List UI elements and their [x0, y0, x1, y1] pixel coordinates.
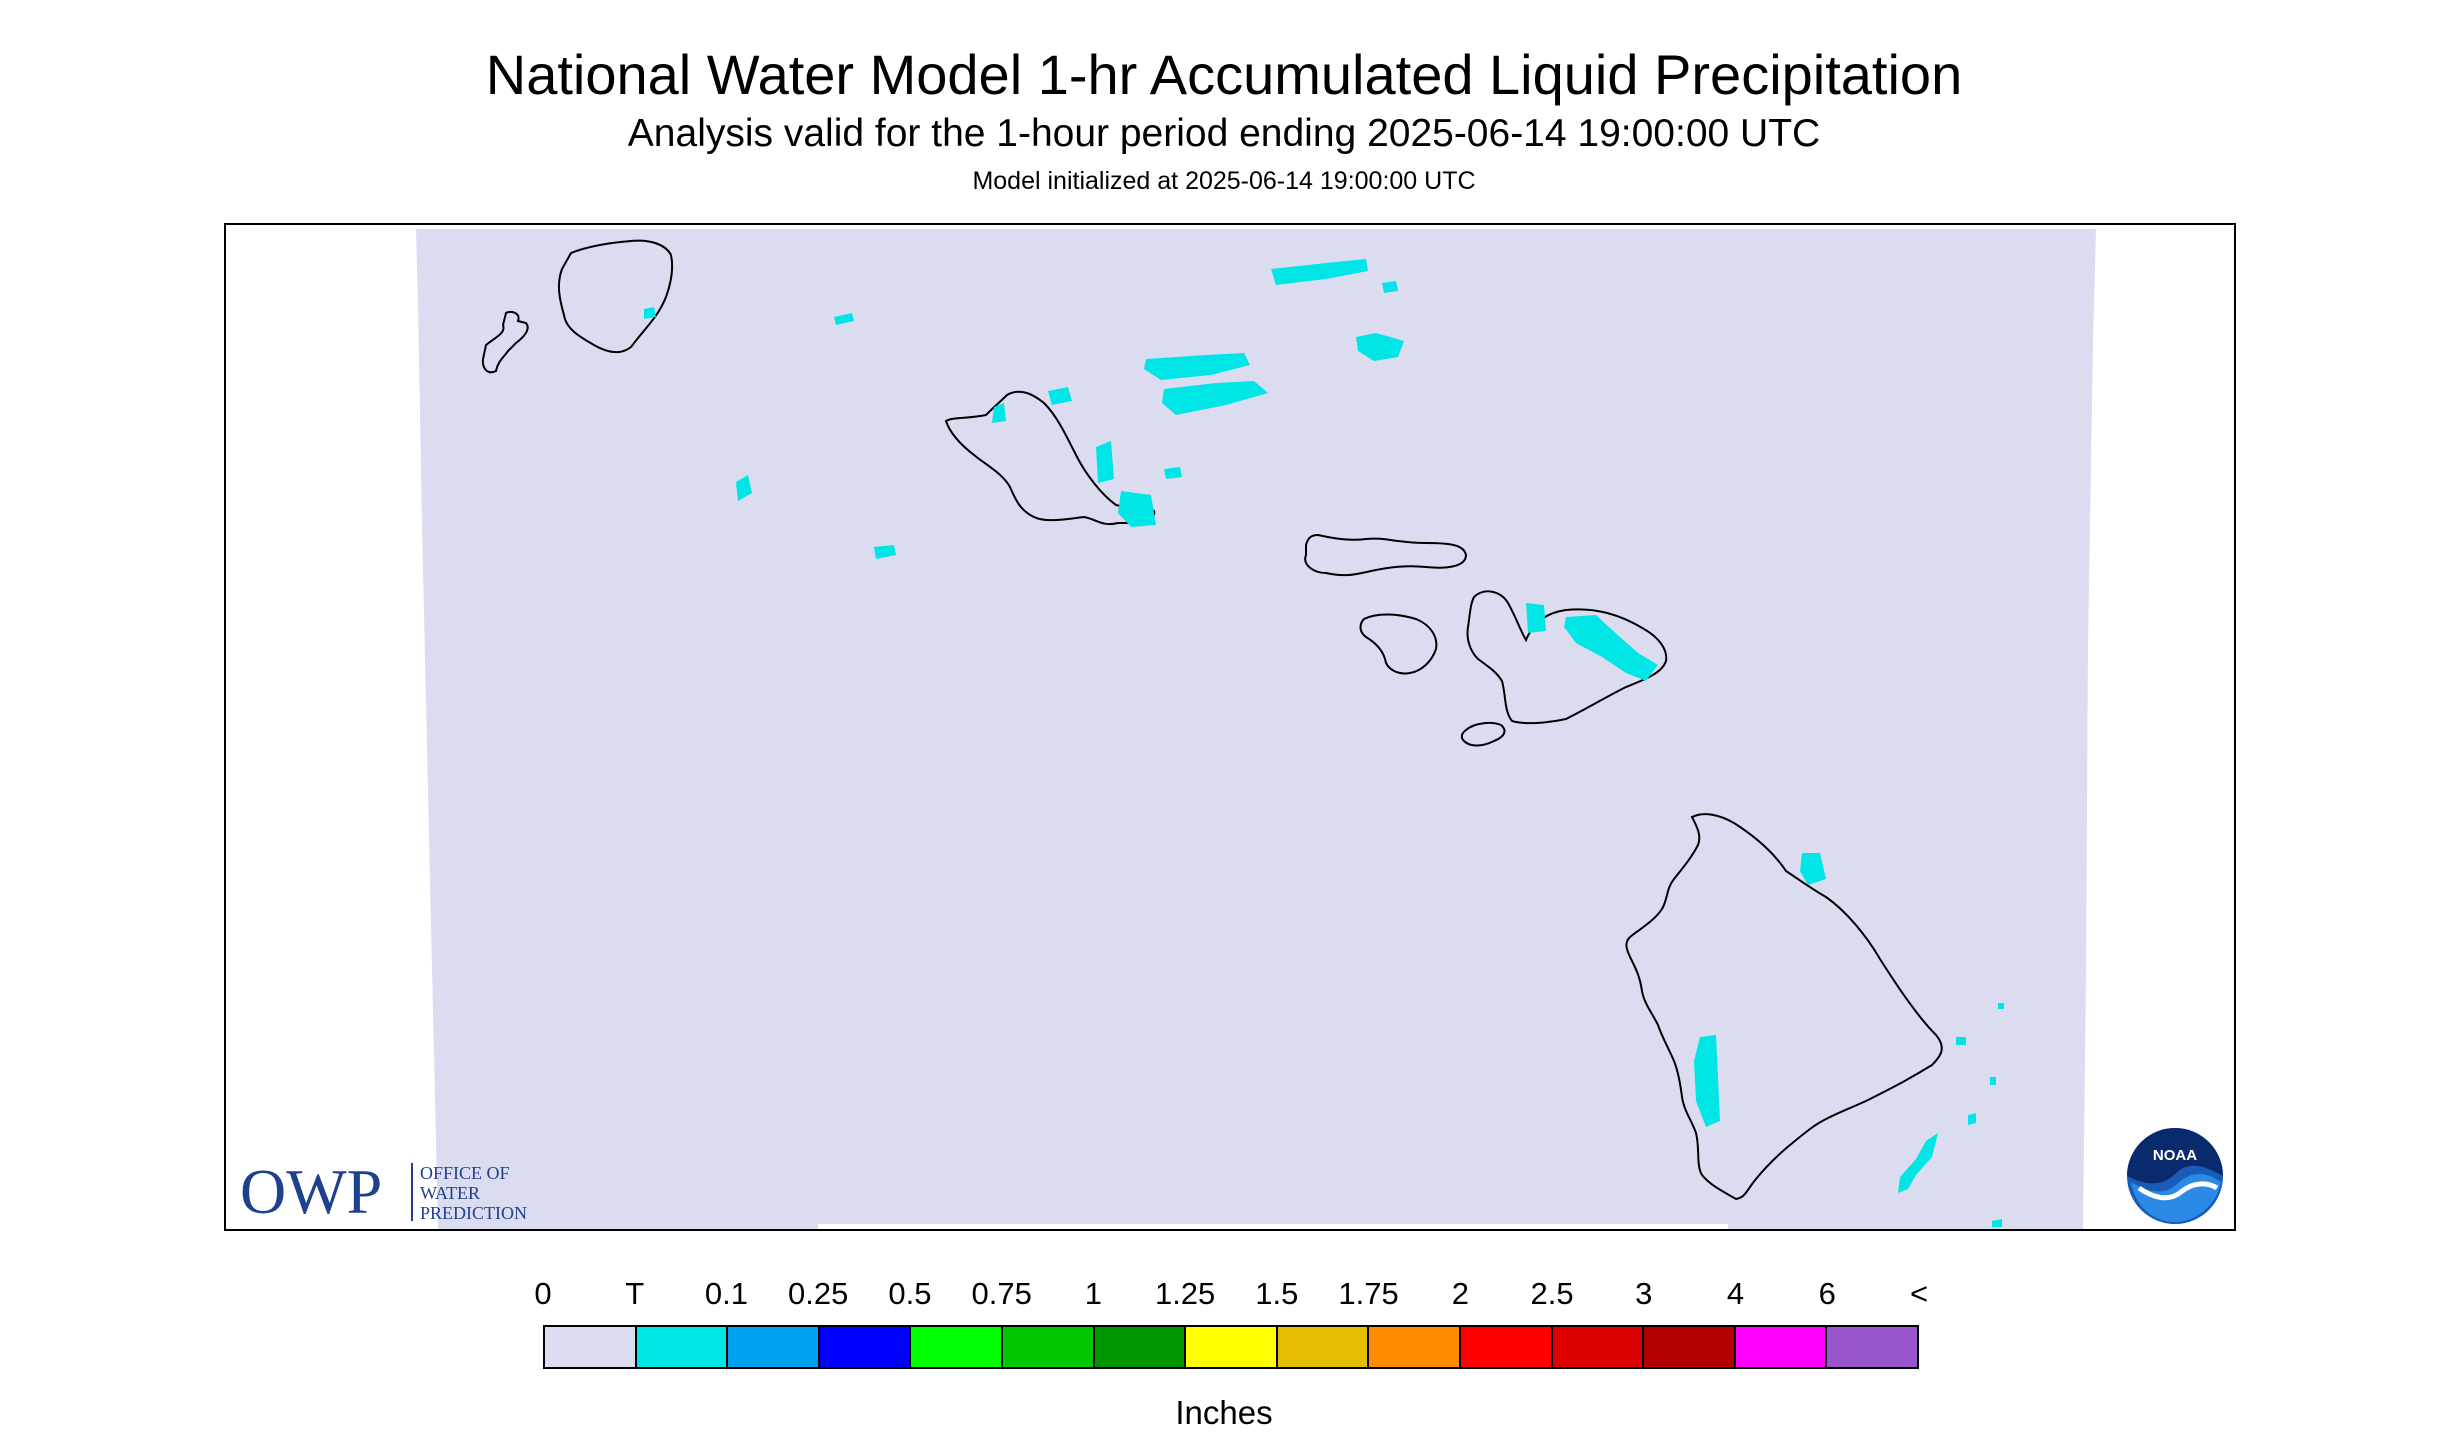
- precip-cell-12: [834, 313, 854, 325]
- precip-cell-23: [1998, 1003, 2004, 1009]
- legend-label: 4: [1726, 1276, 1745, 1311]
- island-lanai: [1359, 613, 1438, 675]
- precip-cell-6: [1048, 387, 1072, 405]
- legend-swatch: [728, 1327, 820, 1367]
- precip-cell-15: [1526, 603, 1546, 633]
- island-kahoolawe: [1460, 721, 1506, 747]
- legend-label: T: [625, 1276, 645, 1311]
- legend-label: 0.75: [971, 1276, 1032, 1311]
- owp-line-2: WATER: [420, 1183, 480, 1203]
- precip-band-3: [1271, 259, 1368, 285]
- legend-labels: 0 T 0.1 0.25 0.5 0.75 1 1.25 1.5 1.75 2 2.5 3 4 6 <: [0, 1276, 2448, 1316]
- precip-cell-10: [736, 475, 752, 501]
- precip-cell-21: [1956, 1037, 1966, 1045]
- precip-cell-19: [1898, 1133, 1938, 1193]
- legend-label: 0: [534, 1276, 552, 1311]
- legend-swatch: [1002, 1327, 1095, 1367]
- legend-swatch: [911, 1327, 1003, 1367]
- legend-swatch: [1460, 1327, 1553, 1367]
- precip-cell-7: [992, 403, 1006, 423]
- legend-unit-label: Inches: [1175, 1394, 1273, 1431]
- legend-swatch: [636, 1327, 729, 1367]
- legend-swatch: [545, 1327, 637, 1367]
- legend-swatch: [1644, 1327, 1736, 1367]
- legend-swatch: [1369, 1327, 1461, 1367]
- map-title: National Water Model 1-hr Accumulated Li…: [485, 43, 1963, 106]
- legend-label: 6: [1818, 1276, 1836, 1311]
- legend-swatch: [1094, 1327, 1187, 1367]
- precip-cell-9: [1118, 491, 1156, 527]
- legend-swatch: [1277, 1327, 1370, 1367]
- precip-band-1: [1144, 353, 1250, 380]
- model-init-text: Model initialized at 2025-06-14 19:00:00…: [972, 167, 1476, 195]
- precipitation-map: [416, 229, 2096, 1229]
- legend-label: 3: [1635, 1276, 1653, 1311]
- precip-cell-20: [1968, 1113, 1976, 1125]
- legend-label: 0.1: [704, 1276, 749, 1311]
- coastlines: [481, 239, 1943, 1201]
- precip-cell-11: [874, 545, 896, 559]
- owp-logo: OWP OFFICE OF WATER PREDICTION: [240, 1156, 527, 1227]
- legend-label: 1.5: [1255, 1276, 1299, 1311]
- precip-band-2: [1162, 381, 1268, 415]
- map-frame: OWP OFFICE OF WATER PREDICTION NOAA: [224, 223, 2236, 1231]
- legend-swatch: [1186, 1327, 1278, 1367]
- legend-label: 1.25: [1154, 1276, 1216, 1311]
- owp-line-1: OFFICE OF: [420, 1163, 510, 1183]
- precip-cell-14: [1164, 467, 1182, 479]
- legend-label: 1: [1084, 1276, 1103, 1311]
- noaa-logo: NOAA: [2127, 1128, 2223, 1224]
- legend-swatch: [1827, 1327, 1917, 1367]
- model-domain: [416, 229, 2096, 1229]
- precip-cell-5: [1382, 281, 1398, 293]
- precip-cells: [644, 259, 2004, 1227]
- legend-colorbar: [543, 1325, 1919, 1369]
- precip-cell-8: [1096, 441, 1114, 483]
- precip-cell-17: [1800, 853, 1826, 885]
- island-kauai: [557, 239, 674, 353]
- legend-label: 0.25: [788, 1276, 849, 1311]
- precip-cell-13: [644, 307, 656, 319]
- precip-cell-22: [1990, 1077, 1996, 1085]
- legend-swatch: [1735, 1327, 1828, 1367]
- owp-line-3: PREDICTION: [420, 1203, 527, 1223]
- legend-label: <: [1909, 1276, 1929, 1311]
- legend-label: 0.5: [888, 1276, 932, 1311]
- precip-cell-24: [1992, 1219, 2002, 1227]
- precip-cell-4: [1356, 333, 1404, 361]
- precip-cell-18: [1694, 1035, 1720, 1127]
- legend-label: 2: [1451, 1276, 1469, 1311]
- precip-cell-16: [1564, 615, 1658, 681]
- legend-label: 1.75: [1338, 1276, 1399, 1311]
- noaa-text: NOAA: [2153, 1147, 2197, 1164]
- legend-label: 2.5: [1530, 1276, 1574, 1311]
- island-hawaii: [1625, 813, 1943, 1201]
- island-niihau: [481, 310, 529, 374]
- valid-period-subtitle: Analysis valid for the 1-hour period end…: [627, 112, 1821, 155]
- island-oahu: [944, 390, 1156, 526]
- legend-swatch: [1552, 1327, 1645, 1367]
- owp-abbrev: OWP: [240, 1156, 382, 1227]
- island-maui: [1466, 590, 1668, 725]
- legend-swatch: [819, 1327, 912, 1367]
- island-molokai: [1304, 533, 1468, 577]
